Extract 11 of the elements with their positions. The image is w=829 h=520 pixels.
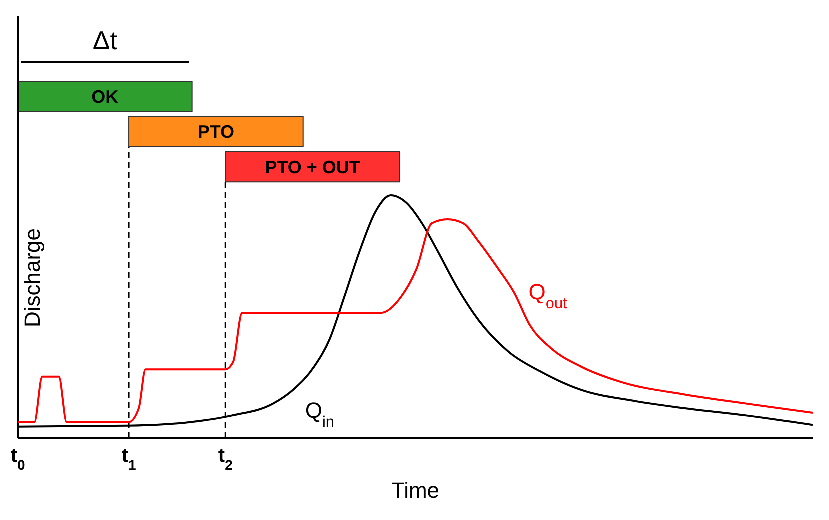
series-label: Q$_{out}$ [528, 279, 568, 312]
y-axis-title: Discharge [20, 228, 45, 328]
x-axis-title: Time [391, 478, 440, 503]
series-label: Q$_{in}$ [305, 398, 334, 430]
x-tick-label: t$_{2}$ [218, 445, 234, 473]
text: Δt [92, 25, 118, 56]
x-tick-label: t$_{1}$ [122, 445, 136, 473]
x-tick-label: t$_{0}$ [10, 445, 26, 473]
text: PTO [198, 122, 235, 142]
text: OK [92, 87, 119, 108]
text: PTO + OUT [265, 157, 360, 178]
